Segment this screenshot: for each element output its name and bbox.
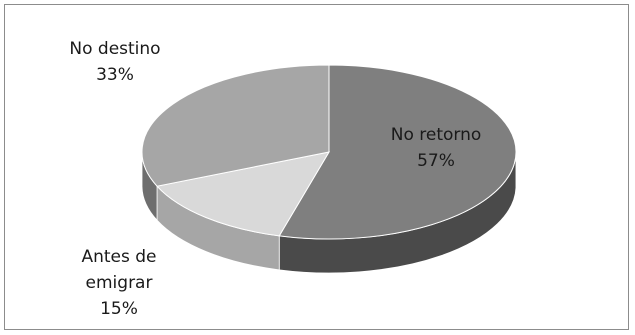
pie-tops — [142, 65, 516, 239]
label-no-retorno-name: No retorno — [391, 125, 482, 145]
label-antes-name-line1: Antes de — [81, 247, 156, 267]
label-no-destino-value: 33% — [96, 65, 134, 85]
label-no-destino-name: No destino — [69, 39, 160, 59]
label-antes-value: 15% — [100, 299, 138, 319]
label-antes-name-line2: emigrar — [86, 273, 153, 293]
label-no-retorno-value: 57% — [417, 151, 455, 171]
